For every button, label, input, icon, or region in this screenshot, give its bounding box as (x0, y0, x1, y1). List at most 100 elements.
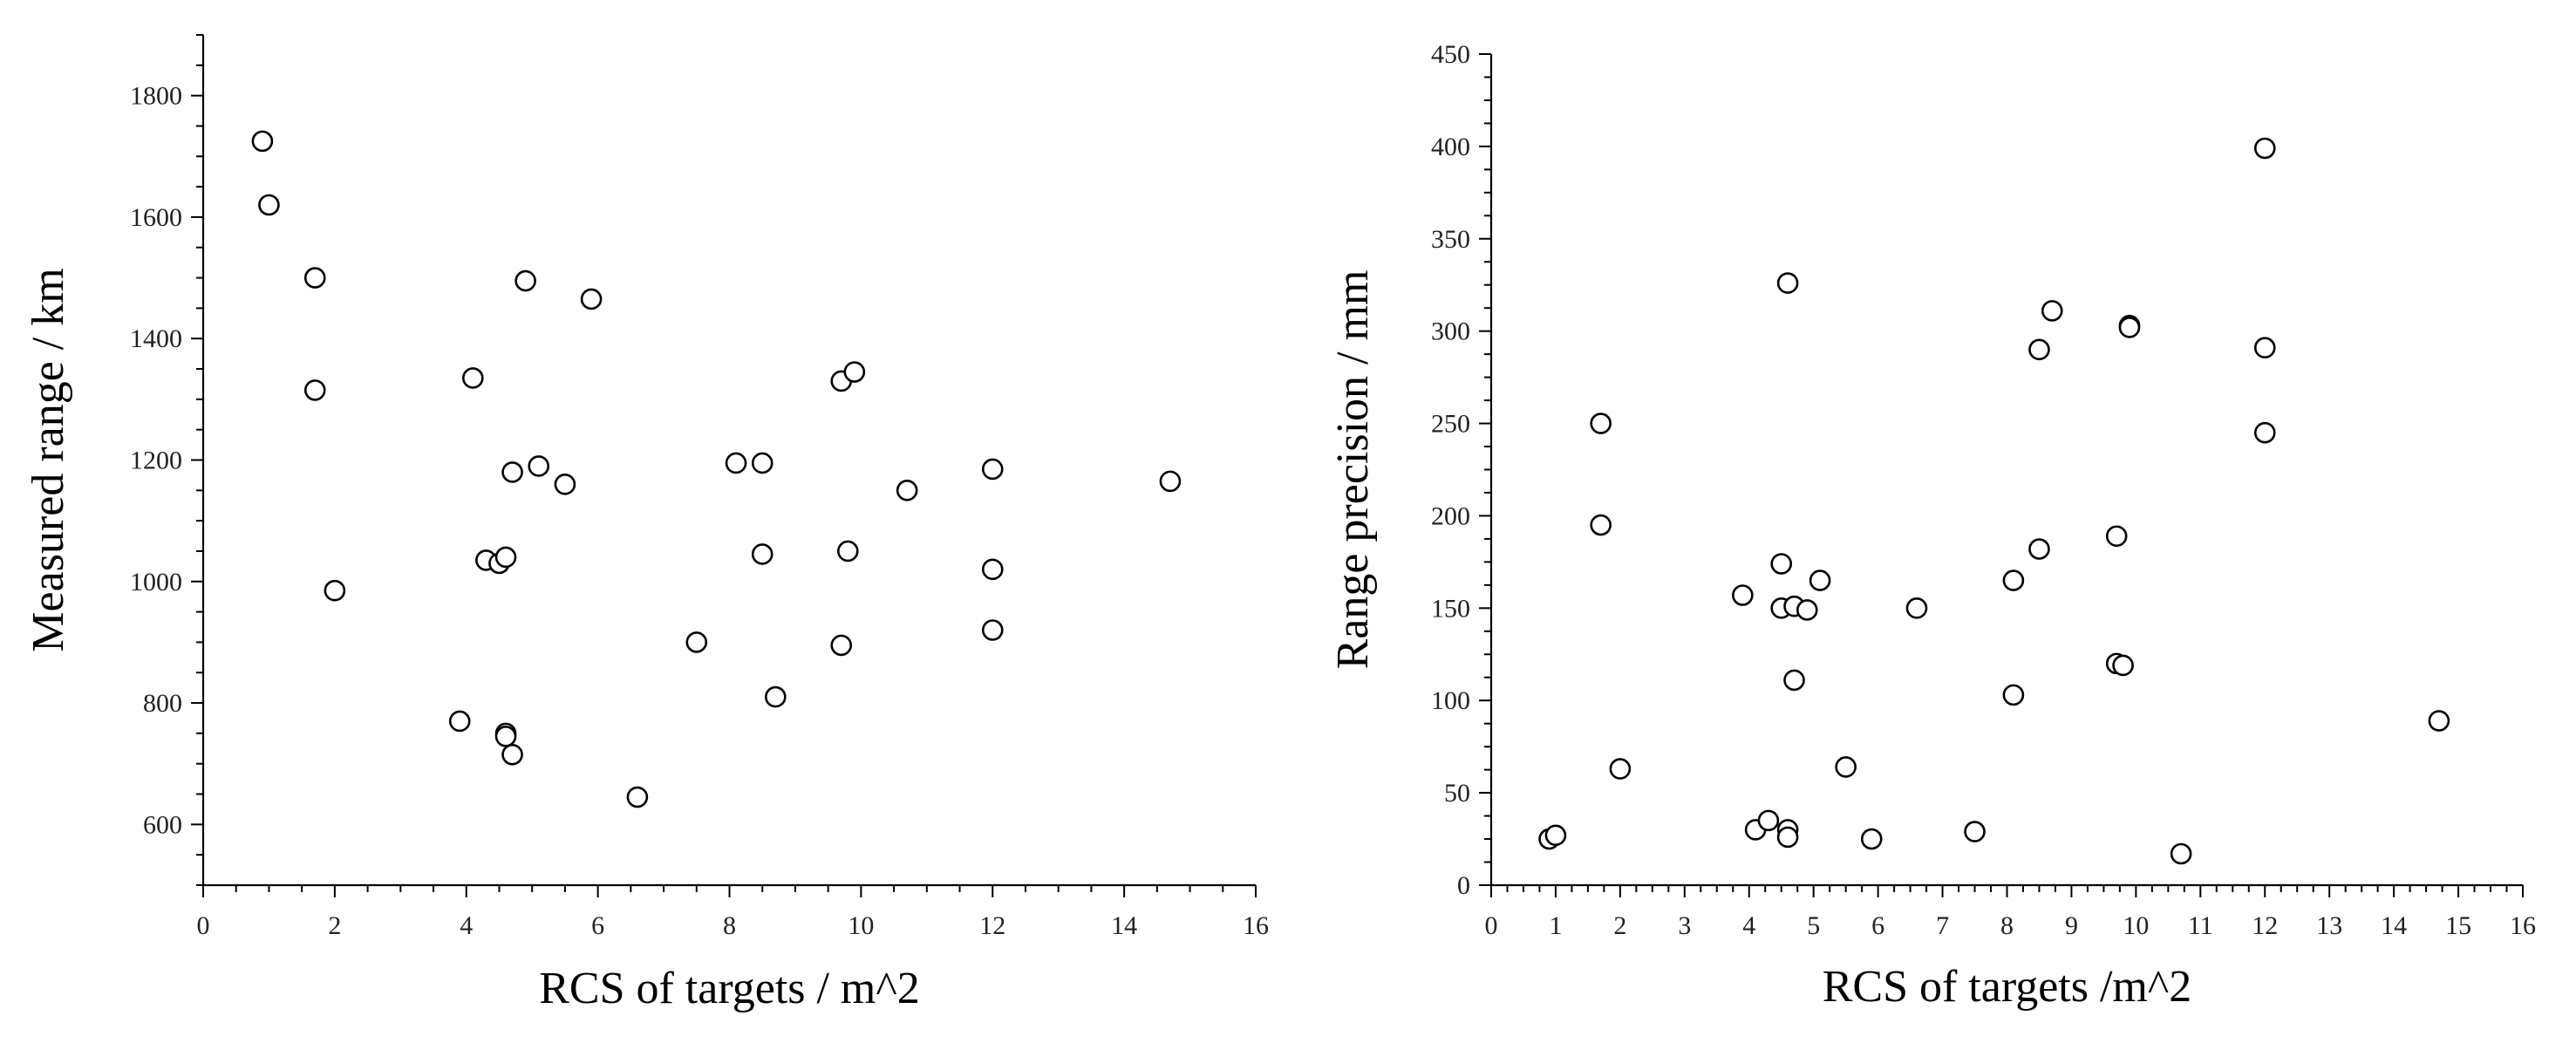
y-tick-label: 1600 (130, 203, 182, 232)
data-point (501, 743, 523, 766)
range-precision-scatter-plot: 0 1 2 3 4 5 6 7 8 9 10 11 12 13 14 15 160501001502002503… (1328, 40, 2536, 1012)
data-point (303, 379, 326, 401)
x-tick-label: 3 (1678, 911, 1691, 940)
x-tick-label: 8 (2000, 911, 2014, 940)
data-point (515, 269, 536, 292)
y-axis-title: Range precision / mm (1328, 270, 1378, 670)
x-tick-label: 16 (2510, 911, 2536, 940)
data-point (765, 685, 787, 708)
data-point (2253, 137, 2276, 160)
data-point (1544, 824, 1567, 847)
data-point (1905, 597, 1928, 619)
data-point (751, 452, 773, 474)
data-point (1590, 412, 1612, 434)
x-tick-label: 9 (2065, 911, 2078, 940)
y-tick-label: 800 (143, 689, 182, 718)
data-point (494, 726, 517, 747)
data-point (1835, 756, 1857, 778)
x-tick-label: 0 (1485, 911, 1498, 940)
y-axis-title: Measured range / km (24, 268, 73, 651)
data-point (1776, 272, 1799, 294)
x-tick-label: 10 (2123, 911, 2149, 940)
data-point (494, 546, 517, 569)
data-point (1590, 514, 1612, 536)
x-tick-label: 2 (328, 911, 341, 940)
data-point (830, 634, 853, 657)
data-point (685, 631, 708, 653)
data-point (1783, 669, 1805, 692)
data-point (843, 361, 866, 383)
data-point (1770, 553, 1793, 575)
y-tick-label: 300 (1431, 317, 1470, 346)
data-point (2002, 684, 2025, 706)
y-tick-label: 1800 (130, 82, 182, 111)
data-point (251, 130, 274, 153)
data-point (981, 558, 1004, 581)
data-point (528, 455, 550, 477)
y-tick-label: 150 (1431, 594, 1470, 623)
y-tick-label: 0 (1457, 871, 1470, 900)
data-point (2028, 538, 2050, 560)
x-tick-label: 14 (1111, 911, 1137, 940)
data-point (981, 458, 1004, 481)
x-tick-label: 0 (197, 911, 210, 940)
data-point (2428, 710, 2450, 732)
data-point (461, 367, 484, 389)
y-tick-label: 600 (143, 810, 182, 839)
data-point (626, 786, 649, 808)
data-point (896, 480, 918, 501)
x-tick-label: 2 (1613, 911, 1626, 940)
x-axis-title: RCS of targets / m^2 (539, 964, 920, 1013)
data-point (1609, 758, 1632, 780)
data-point (836, 540, 859, 562)
x-tick-label: 12 (2252, 911, 2278, 940)
data-point (2028, 338, 2050, 361)
data-point (1757, 809, 1780, 832)
data-point (751, 543, 773, 565)
data-point (1964, 821, 1986, 842)
data-point (1809, 569, 1831, 591)
data-point (2253, 337, 2276, 359)
data-point (981, 619, 1004, 641)
x-tick-label: 1 (1549, 911, 1562, 940)
x-tick-label: 10 (848, 911, 874, 940)
data-point (580, 288, 603, 310)
x-tick-label: 5 (1807, 911, 1820, 940)
measured-range-scatter-plot: 0 2 4 6 8 10 12 14 16 600 800 1000 1200 1400 1600 1800 R… (24, 34, 1269, 1013)
data-point (324, 579, 346, 602)
x-tick-label: 8 (723, 911, 736, 940)
x-tick-label: 4 (1742, 911, 1755, 940)
data-point (2253, 421, 2276, 444)
data-point (258, 194, 280, 216)
y-tick-label: 50 (1444, 779, 1470, 808)
y-tick-label: 200 (1431, 501, 1470, 530)
x-tick-label: 11 (2188, 911, 2213, 940)
data-point (1796, 599, 1818, 621)
y-tick-label: 1200 (130, 447, 182, 475)
data-point (501, 461, 523, 483)
y-tick-label: 400 (1431, 133, 1470, 161)
data-point (2170, 842, 2192, 865)
data-point (1732, 584, 1754, 606)
y-tick-label: 1000 (130, 568, 182, 597)
data-point (1860, 828, 1883, 850)
x-tick-label: 12 (979, 911, 1005, 940)
data-point (1776, 826, 1799, 849)
x-tick-label: 15 (2445, 911, 2471, 940)
y-tick-label: 450 (1431, 40, 1470, 69)
data-point (2002, 569, 2025, 591)
data-point (2112, 654, 2134, 677)
data-point (2118, 317, 2141, 338)
x-axis-title: RCS of targets /m^2 (1823, 962, 2192, 1012)
x-tick-label: 16 (1243, 911, 1269, 940)
x-tick-label: 4 (460, 911, 473, 940)
data-point (303, 267, 326, 289)
x-tick-label: 6 (1871, 911, 1884, 940)
x-tick-label: 6 (591, 911, 604, 940)
x-tick-label: 7 (1936, 911, 1949, 940)
data-point (554, 474, 576, 495)
data-point (2041, 300, 2063, 322)
data-point (1159, 470, 1182, 493)
data-point (448, 710, 471, 733)
